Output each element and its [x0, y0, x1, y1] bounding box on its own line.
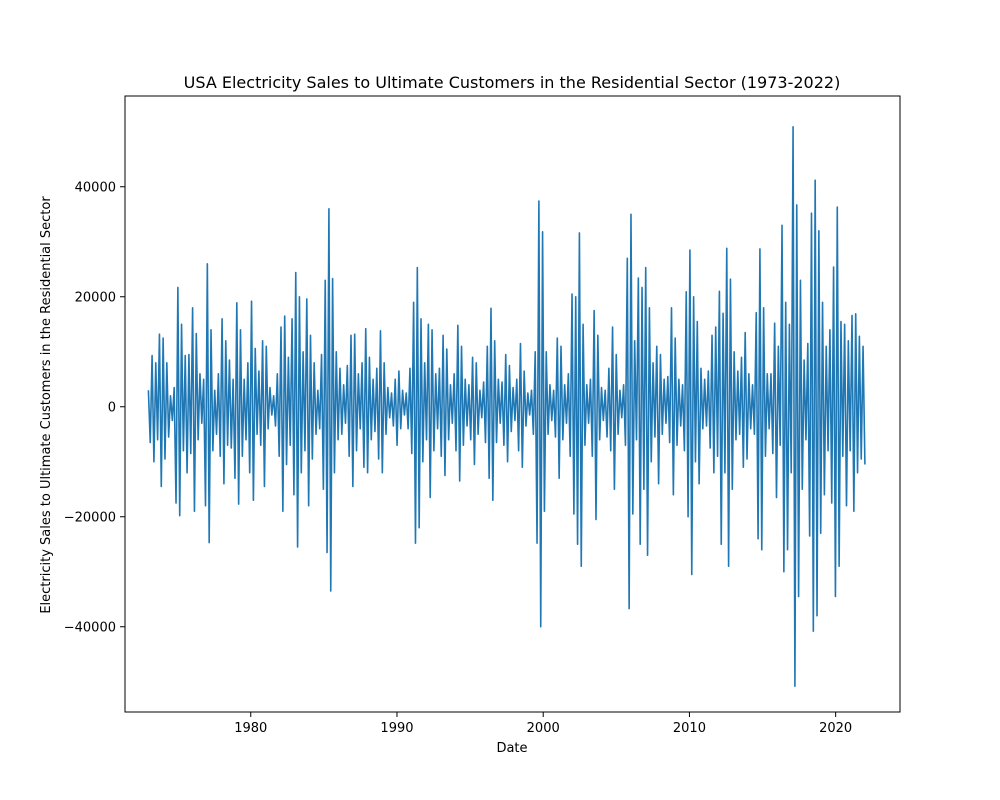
x-tick-label: 1990	[380, 721, 413, 736]
plot-area	[124, 95, 901, 713]
y-tick-label: 20000	[75, 290, 116, 305]
plot-frame	[124, 95, 901, 713]
y-tick-label: 0	[108, 400, 116, 415]
x-axis-label: Date	[496, 741, 527, 756]
y-axis-label: Electricity Sales to Ultimate Customers …	[39, 196, 54, 614]
chart-title: USA Electricity Sales to Ultimate Custom…	[184, 73, 841, 92]
y-tick-label: 40000	[75, 180, 116, 195]
y-tick-label: −40000	[64, 620, 116, 635]
y-axis: −40000 −20000 0 20000 40000	[64, 180, 125, 635]
x-tick-label: 1980	[234, 721, 267, 736]
y-tick-label: −20000	[64, 510, 116, 525]
series-line	[147, 126, 866, 687]
x-axis: 1980 1990 2000 2010 2020	[234, 712, 852, 736]
x-tick-label: 2020	[819, 721, 852, 736]
x-tick-label: 2010	[673, 721, 706, 736]
x-tick-label: 2000	[527, 721, 560, 736]
